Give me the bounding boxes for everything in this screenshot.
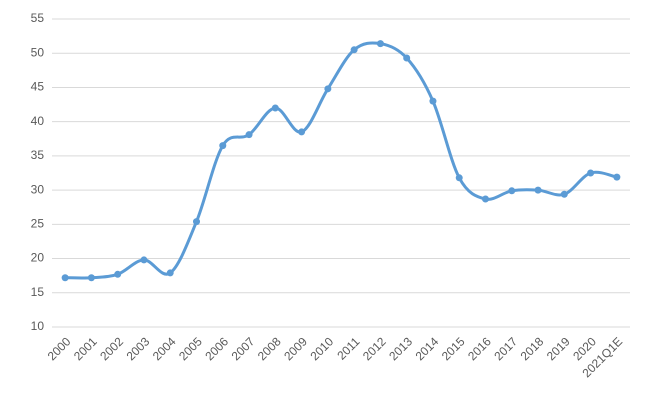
point [350,46,358,54]
point [587,169,595,177]
y-tick-label: 10 [31,319,45,333]
point [271,104,279,112]
x-tick-label: 2003 [124,334,153,363]
x-tick-label: 2008 [255,334,284,363]
point [534,186,542,194]
y-tick-label: 30 [31,182,45,196]
x-tick-label: 2005 [176,334,205,363]
y-tick-label: 15 [31,285,45,299]
point [429,97,437,105]
x-tick-label: 2016 [465,334,494,363]
x-tick-label: 2006 [202,334,231,363]
x-tick-label: 2015 [439,334,468,363]
point [245,131,253,139]
x-tick-label: 2009 [281,334,310,363]
x-tick-label: 2004 [150,334,179,363]
point [376,40,384,48]
x-tick-label: 2018 [518,334,547,363]
point [613,173,621,181]
point [482,195,489,203]
y-tick-label: 35 [31,148,45,162]
x-tick-label: 2007 [229,334,258,363]
line [65,41,618,280]
point [140,256,148,264]
point [298,128,306,136]
y-tick-label: 40 [31,114,45,128]
y-tick-label: 20 [31,251,45,265]
x-tick-label: 2012 [360,334,389,363]
x-tick-label: 2014 [413,334,442,363]
point [560,190,568,198]
point [166,269,174,277]
x-tick-label: 2000 [45,334,74,363]
x-tick-label: 2001 [71,334,100,363]
point [508,187,516,195]
point [219,142,227,150]
x-tick-label: 2011 [334,334,362,362]
y-tick-label: 55 [31,11,45,25]
x-tick-label: 2013 [386,334,415,363]
x-tick-label: 2010 [307,334,336,363]
point [114,270,122,278]
point [455,174,463,182]
x-tick-label: 2017 [491,334,520,363]
point [403,54,411,62]
y-tick-label: 45 [31,80,45,94]
x-tick-label: 2002 [97,334,126,363]
point [324,85,332,93]
y-tick-label: 50 [31,45,45,59]
y-tick-label: 25 [31,217,45,231]
point [61,274,69,282]
point [193,218,200,226]
point [87,274,95,282]
x-tick-label: 2019 [544,334,573,363]
